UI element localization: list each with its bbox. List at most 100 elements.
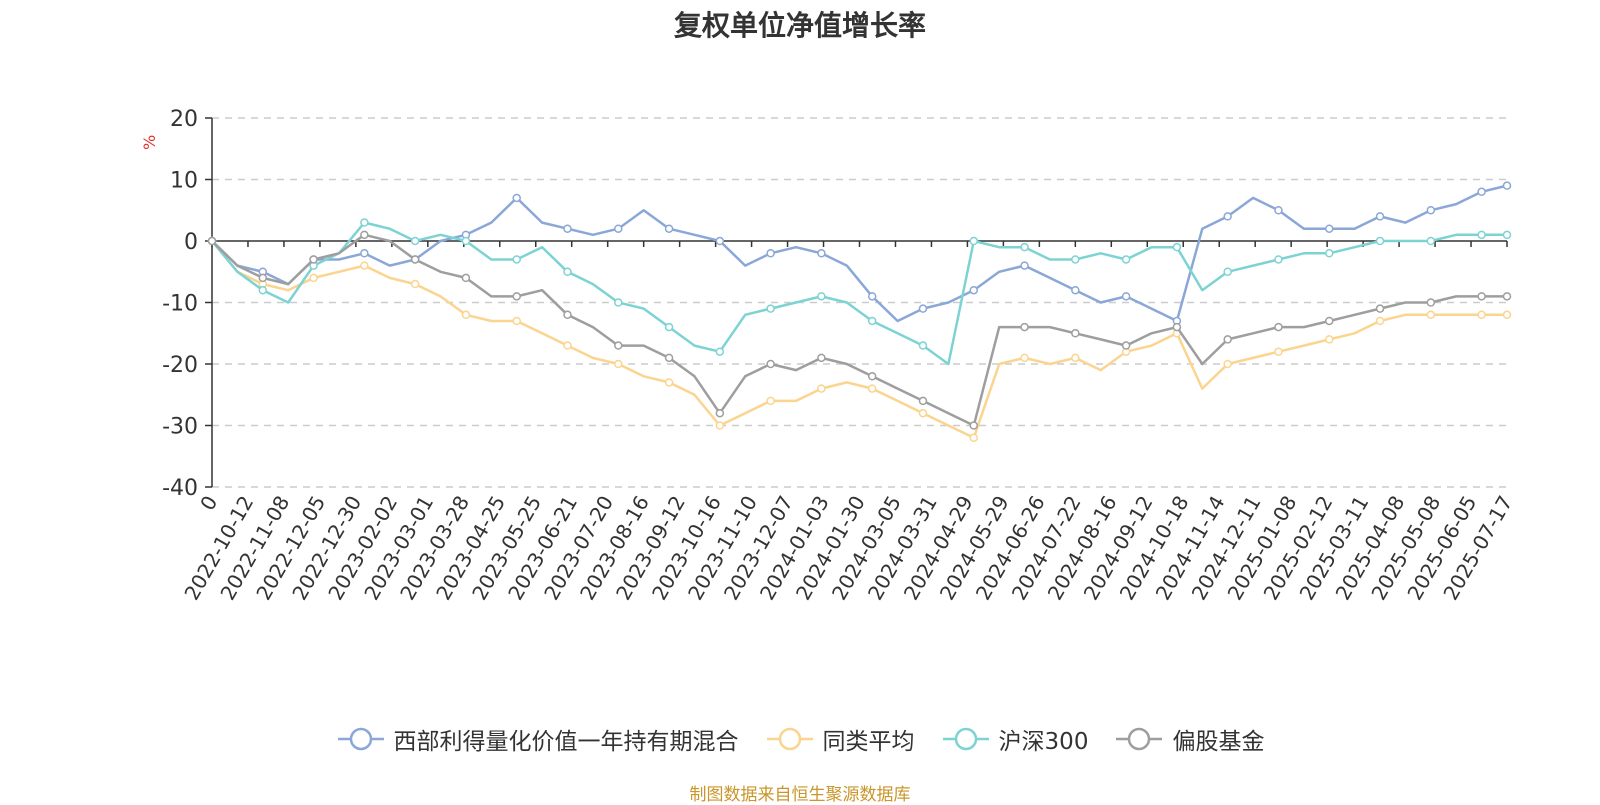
series-point-2: [715, 347, 725, 356]
series-point-2: [1477, 230, 1486, 240]
legend-label: 沪深300: [998, 729, 1089, 755]
legend-item[interactable]: 偏股基金: [1114, 722, 1264, 756]
series-point-1: [1325, 335, 1334, 344]
series-point-3: [867, 372, 877, 381]
series-point-2: [1172, 242, 1182, 252]
series-line-0: [211, 184, 1508, 323]
series-point-3: [664, 353, 674, 363]
series-point-0: [563, 224, 572, 233]
series-point-0: [360, 249, 369, 258]
series-point-1: [461, 310, 471, 320]
series-point-1: [918, 408, 928, 418]
series-line-3: [211, 233, 1507, 427]
legend-label: 西部利得量化价值一年持有期混合: [393, 729, 739, 755]
series-point-1: [1223, 359, 1232, 369]
series-point-1: [1477, 310, 1486, 320]
series-point-1: [1375, 316, 1385, 326]
series-point-1: [715, 421, 725, 430]
series-point-2: [461, 236, 471, 246]
series-point-0: [918, 304, 928, 313]
legend-label: 偏股基金: [1172, 729, 1265, 755]
series-point-2: [969, 236, 979, 246]
series-point-3: [258, 273, 268, 283]
y-tick-label: -20: [162, 353, 198, 378]
series-point-0: [1020, 261, 1029, 270]
series-point-0: [969, 285, 979, 295]
legend-marker-icon: [942, 727, 989, 751]
legend-item[interactable]: 西部利得量化价值一年持有期混合: [336, 722, 739, 756]
series-line-1: [211, 240, 1507, 440]
series-point-0: [1121, 292, 1131, 301]
series-point-1: [1020, 353, 1029, 363]
series-point-2: [512, 255, 521, 264]
series-point-2: [258, 285, 268, 295]
series-point-3: [563, 310, 572, 320]
series-point-2: [1121, 255, 1131, 264]
series-point-3: [1071, 329, 1080, 338]
series-point-2: [614, 298, 623, 307]
series-point-1: [1071, 353, 1080, 363]
series-point-2: [918, 341, 928, 350]
series-point-0: [1223, 212, 1232, 221]
legend-marker-icon: [337, 727, 384, 751]
series-point-2: [1325, 249, 1334, 258]
series-point-3: [817, 353, 826, 363]
series-point-2: [1426, 236, 1436, 246]
series-point-3: [1325, 316, 1334, 326]
series-point-2: [867, 316, 877, 326]
series-point-3: [410, 255, 420, 264]
y-tick-label: -10: [162, 292, 198, 317]
series-point-3: [512, 292, 521, 301]
legend-item[interactable]: 同类平均: [765, 722, 915, 756]
series-point-0: [664, 224, 674, 233]
series-point-0: [1502, 181, 1512, 190]
series-point-2: [1020, 242, 1029, 252]
series-point-0: [1477, 187, 1486, 197]
series-point-3: [207, 236, 217, 246]
y-tick-label: -40: [162, 476, 198, 501]
legend-marker-icon: [1116, 727, 1163, 751]
y-tick-label: 10: [170, 169, 198, 194]
x-tick-labels: 02022-10-122022-11-082022-12-052022-12-3…: [179, 491, 1517, 604]
series-point-3: [969, 421, 979, 430]
y-tick-labels: 20 10 0 -10 -20 -30 -40: [162, 107, 198, 501]
series-point-2: [1223, 267, 1232, 276]
series-point-2: [1502, 230, 1512, 240]
legend-item[interactable]: 沪深300: [941, 722, 1089, 756]
series-point-2: [817, 292, 826, 301]
series-point-3: [309, 255, 318, 264]
series-point-0: [715, 236, 725, 246]
series-point-1: [766, 396, 775, 406]
legend-marker-icon: [766, 727, 813, 751]
series-point-1: [664, 378, 674, 387]
series-point-0: [1325, 224, 1334, 233]
series-point-0: [512, 193, 521, 203]
axis-layer: [205, 117, 1508, 488]
series-point-0: [614, 224, 623, 233]
legend: 西部利得量化价值一年持有期混合 同类平均 沪深300 偏股基金: [0, 722, 1600, 756]
series-point-3: [1477, 292, 1486, 301]
series-point-2: [563, 267, 572, 276]
series-point-3: [1502, 292, 1512, 301]
series-point-2: [410, 236, 420, 246]
series-point-1: [1274, 347, 1283, 356]
y-tick-label: 20: [170, 107, 198, 132]
series-point-3: [461, 273, 471, 283]
series-point-1: [512, 316, 521, 326]
series-point-1: [309, 273, 318, 283]
series-point-3: [614, 341, 623, 350]
series-point-3: [1274, 322, 1283, 332]
series-point-1: [817, 384, 826, 393]
series-point-1: [614, 359, 623, 369]
series-point-0: [1071, 285, 1080, 295]
y-tick-label: 0: [184, 230, 198, 255]
series-point-2: [766, 304, 775, 313]
series-point-1: [867, 384, 877, 393]
series-point-3: [1223, 335, 1232, 344]
series-point-3: [1172, 322, 1182, 332]
series-point-3: [1375, 304, 1385, 313]
y-tick-label: -30: [162, 415, 198, 440]
x-tick-label: 0: [195, 492, 222, 515]
series-point-1: [563, 341, 572, 350]
series-point-0: [1375, 212, 1385, 221]
